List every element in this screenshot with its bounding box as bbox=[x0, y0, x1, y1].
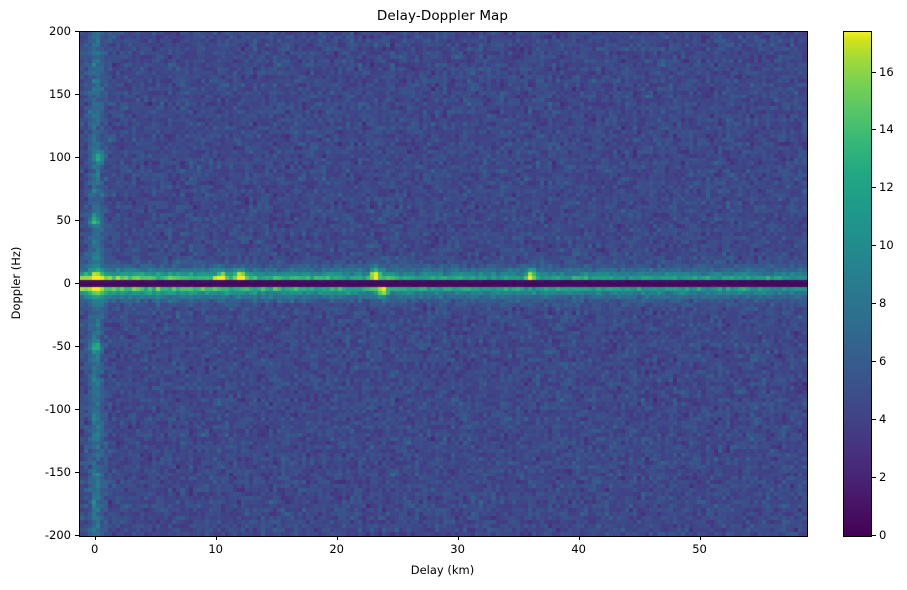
chart-title: Delay-Doppler Map bbox=[376, 8, 509, 24]
colorbar-tick-label: 4 bbox=[879, 412, 887, 427]
colorbar-tick-label: 14 bbox=[879, 122, 894, 137]
x-tick-mark bbox=[94, 536, 96, 540]
y-tick-label: 0 bbox=[63, 276, 71, 290]
colorbar-tick-mark bbox=[872, 303, 876, 305]
delay-doppler-heatmap-axes[interactable] bbox=[79, 31, 808, 537]
x-axis-label: Delay (km) bbox=[410, 563, 475, 577]
y-tick-mark bbox=[75, 283, 79, 284]
heatmap-image bbox=[80, 32, 807, 536]
y-tick-label: 50 bbox=[56, 213, 71, 227]
colorbar-tick-label: 12 bbox=[879, 180, 894, 195]
y-tick-mark bbox=[75, 157, 79, 158]
x-tick-label: 50 bbox=[692, 542, 707, 556]
colorbar-tick-label: 8 bbox=[879, 296, 887, 311]
y-tick-label: 150 bbox=[49, 87, 71, 101]
colorbar-tick-mark bbox=[872, 129, 876, 131]
colorbar-tick-mark bbox=[872, 245, 876, 247]
x-tick-mark bbox=[457, 536, 459, 540]
colorbar-tick-label: 0 bbox=[879, 528, 887, 542]
y-tick-label: -200 bbox=[44, 528, 71, 542]
y-tick-mark bbox=[75, 220, 79, 221]
y-tick-mark bbox=[75, 94, 79, 95]
x-tick-mark bbox=[578, 536, 580, 540]
colorbar-tick-mark bbox=[872, 419, 876, 421]
x-tick-label: 30 bbox=[450, 542, 465, 556]
colorbar-tick-label: 2 bbox=[879, 470, 887, 485]
y-tick-mark bbox=[75, 31, 79, 32]
colorbar[interactable] bbox=[843, 31, 872, 537]
y-tick-label: -100 bbox=[44, 402, 71, 416]
x-tick-label: 40 bbox=[571, 542, 586, 556]
y-tick-label: 100 bbox=[49, 150, 71, 164]
y-tick-label: -150 bbox=[44, 465, 71, 479]
colorbar-tick-mark bbox=[872, 535, 876, 536]
y-tick-mark bbox=[75, 472, 79, 473]
x-tick-mark bbox=[699, 536, 701, 540]
x-tick-label: 0 bbox=[91, 542, 99, 556]
y-tick-mark bbox=[75, 346, 79, 347]
y-tick-label: 200 bbox=[49, 24, 71, 38]
y-axis-label: Doppler (Hz) bbox=[9, 246, 23, 320]
colorbar-tick-label: 16 bbox=[879, 64, 894, 79]
colorbar-tick-mark bbox=[872, 187, 876, 189]
colorbar-tick-label: 10 bbox=[879, 238, 894, 253]
x-tick-mark bbox=[336, 536, 338, 540]
colorbar-tick-mark bbox=[872, 477, 876, 479]
y-tick-mark bbox=[75, 535, 79, 536]
colorbar-tick-mark bbox=[872, 361, 876, 363]
x-tick-label: 10 bbox=[208, 542, 224, 556]
colorbar-tick-label: 6 bbox=[879, 354, 887, 369]
x-tick-mark bbox=[215, 536, 217, 540]
y-tick-label: -50 bbox=[52, 339, 71, 353]
y-tick-mark bbox=[75, 409, 79, 410]
colorbar-tick-mark bbox=[872, 71, 876, 73]
x-tick-label: 20 bbox=[329, 542, 344, 556]
